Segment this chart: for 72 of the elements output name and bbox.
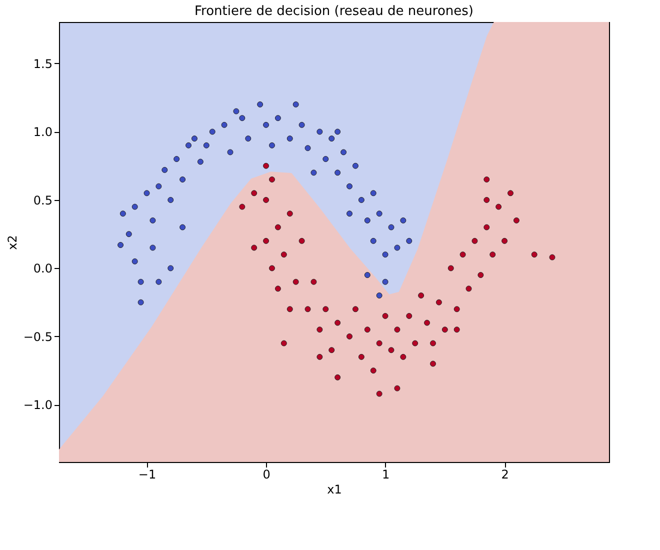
point [406,238,412,244]
point [340,149,347,156]
point [346,183,352,190]
point [292,101,299,108]
y-tick-label: 0.5 [33,193,52,208]
point [233,108,240,114]
point [168,196,174,203]
point [168,265,174,272]
y-tick-label: −1.0 [23,398,52,412]
point [322,156,329,162]
point [298,122,305,128]
point [382,252,388,258]
point [162,166,168,173]
point [156,278,162,285]
point [286,136,293,142]
point [400,217,406,224]
point [245,136,252,142]
point [118,242,124,248]
point [376,210,382,217]
point [120,210,126,217]
point [221,122,228,128]
point [132,258,138,264]
point [334,170,341,176]
point [263,122,270,128]
point [180,224,186,230]
point [269,142,275,148]
point [274,115,281,122]
x-tick-label: 1 [382,468,390,482]
point [138,278,144,285]
point [388,224,394,230]
point [203,142,210,148]
chart-title: Frontiere de decision (reseau de neurones) [194,4,474,19]
point [257,101,264,108]
point [310,170,317,176]
point [180,176,186,182]
point [352,162,358,169]
point [328,136,335,142]
point [346,210,352,217]
point [376,292,382,298]
x-axis-title: x1 [327,482,342,496]
point [191,136,198,142]
point [144,190,150,196]
point [156,183,162,190]
point [209,128,216,135]
point [239,115,246,122]
y-tick-label: −0.5 [23,330,52,344]
point [138,299,144,306]
point [174,156,180,162]
point [304,145,311,152]
x-tick-label: −1 [138,468,156,482]
point [334,128,341,135]
point [150,217,156,224]
point [370,238,376,244]
point [382,278,388,285]
point [150,244,156,251]
point [316,128,323,135]
point [126,231,132,238]
point [364,272,370,278]
point [132,204,138,210]
point [197,158,204,165]
point [364,217,370,224]
y-tick-label: 1.5 [33,56,52,71]
x-tick-label: 2 [501,468,509,482]
point [186,142,192,148]
x-tick-label: 0 [262,468,270,482]
point [370,190,376,196]
y-tick-label: 0.0 [33,262,52,276]
point [394,244,400,251]
point [227,149,234,156]
y-axis-title: x2 [5,235,20,250]
y-tick-label: 1.0 [33,125,52,140]
point [358,196,364,203]
